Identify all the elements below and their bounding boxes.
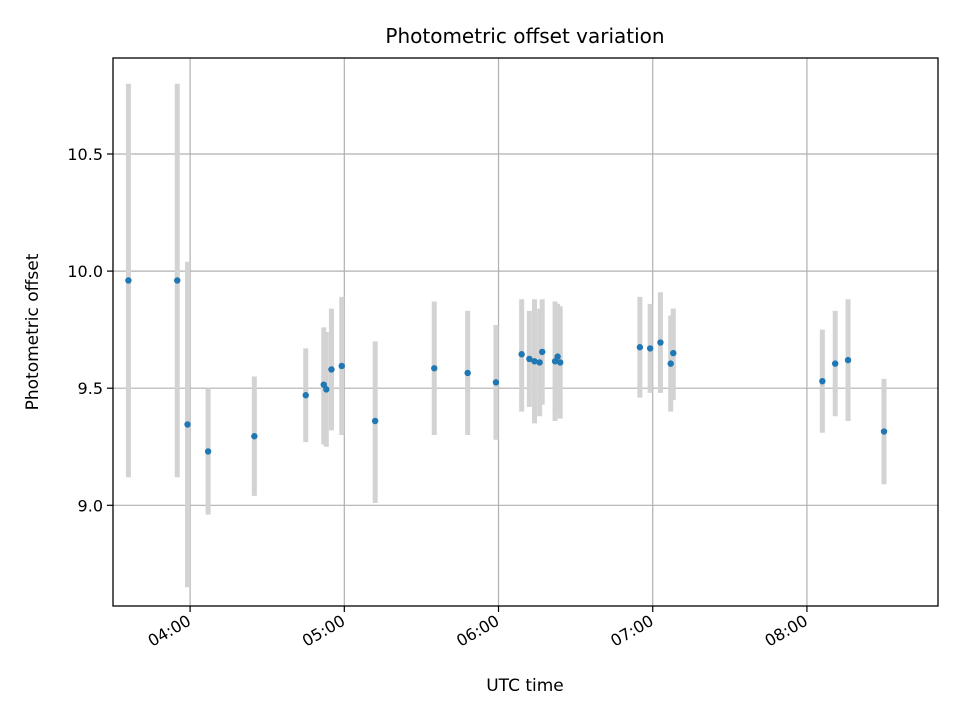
data-point bbox=[302, 392, 309, 399]
data-point bbox=[320, 381, 327, 388]
y-axis-label: Photometric offset bbox=[23, 253, 43, 410]
data-point bbox=[667, 360, 674, 367]
y-tick-label: 9.0 bbox=[78, 496, 103, 515]
x-axis-label: UTC time bbox=[486, 676, 564, 696]
data-point bbox=[819, 377, 826, 385]
data-point bbox=[251, 433, 258, 440]
data-point bbox=[657, 339, 664, 346]
data-point bbox=[125, 277, 132, 284]
data-point bbox=[518, 351, 525, 358]
y-tick-label: 9.5 bbox=[78, 379, 103, 398]
data-point bbox=[174, 277, 181, 284]
data-point bbox=[526, 355, 533, 363]
data-point bbox=[831, 360, 839, 367]
data-point bbox=[184, 421, 191, 428]
data-point bbox=[536, 359, 543, 366]
data-point bbox=[554, 353, 561, 360]
data-point bbox=[646, 345, 654, 352]
plot-area bbox=[113, 58, 938, 606]
data-point bbox=[539, 348, 546, 356]
data-point bbox=[371, 417, 379, 425]
data-points bbox=[125, 277, 888, 455]
data-point bbox=[464, 369, 471, 377]
data-point bbox=[338, 362, 345, 370]
data-point bbox=[328, 366, 335, 373]
y-axis-ticks: 9.0 9.5 10.0 10.5 bbox=[67, 145, 113, 515]
data-point bbox=[880, 428, 888, 435]
data-point bbox=[492, 379, 500, 386]
plot-frame bbox=[112, 57, 939, 607]
data-point bbox=[531, 358, 538, 365]
data-point bbox=[431, 365, 438, 372]
data-point bbox=[636, 344, 644, 351]
data-point bbox=[556, 359, 564, 366]
data-point bbox=[551, 358, 559, 365]
data-point bbox=[204, 448, 212, 455]
data-point bbox=[323, 386, 330, 393]
grid-lines bbox=[113, 58, 938, 606]
data-point bbox=[844, 356, 852, 364]
data-point bbox=[670, 349, 677, 357]
chart-title: Photometric offset variation bbox=[385, 24, 664, 48]
y-tick-label: 10.5 bbox=[67, 145, 103, 164]
y-tick-label: 10.0 bbox=[67, 262, 103, 281]
